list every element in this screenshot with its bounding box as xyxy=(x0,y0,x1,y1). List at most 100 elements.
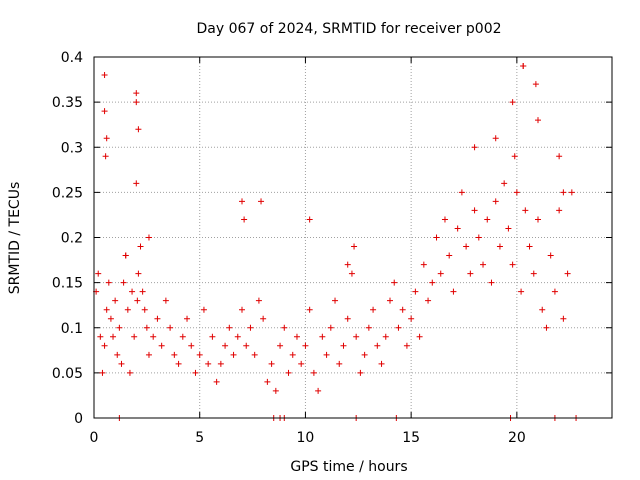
data-point xyxy=(222,342,229,349)
data-point xyxy=(107,315,114,322)
data-point xyxy=(103,306,110,313)
data-point xyxy=(101,342,108,349)
x-axis-label: GPS time / hours xyxy=(290,459,407,475)
data-point xyxy=(97,333,104,340)
data-point xyxy=(171,351,178,358)
data-point xyxy=(200,306,207,313)
data-point xyxy=(145,234,152,241)
data-point xyxy=(150,333,157,340)
data-point xyxy=(532,81,539,88)
data-point xyxy=(116,324,123,331)
data-point xyxy=(102,153,109,160)
data-point xyxy=(340,342,347,349)
y-tick-label: 0.05 xyxy=(52,366,83,382)
data-points xyxy=(93,63,580,421)
data-point xyxy=(351,243,358,250)
data-point xyxy=(101,108,108,115)
data-point xyxy=(467,270,474,277)
data-point xyxy=(226,324,233,331)
data-point xyxy=(511,153,518,160)
data-point xyxy=(251,351,258,358)
data-point xyxy=(154,315,161,322)
data-point xyxy=(344,315,351,322)
data-point xyxy=(114,351,121,358)
y-tick-label: 0 xyxy=(74,411,83,427)
data-point xyxy=(122,252,129,259)
data-point xyxy=(475,234,482,241)
data-point xyxy=(509,99,516,106)
data-point xyxy=(547,252,554,259)
data-point xyxy=(492,198,499,205)
data-point xyxy=(315,387,322,394)
data-point xyxy=(399,306,406,313)
data-point xyxy=(158,342,165,349)
data-point xyxy=(471,144,478,151)
data-point xyxy=(162,297,169,304)
x-tick-label: 20 xyxy=(508,430,526,446)
data-point xyxy=(260,315,267,322)
data-point xyxy=(241,216,248,223)
data-point xyxy=(143,324,150,331)
data-point xyxy=(441,216,448,223)
data-point xyxy=(429,279,436,286)
data-point xyxy=(131,333,138,340)
data-point xyxy=(454,225,461,232)
data-point xyxy=(416,333,423,340)
data-point xyxy=(543,324,550,331)
data-point xyxy=(120,279,127,286)
data-point xyxy=(391,279,398,286)
chart-title: Day 067 of 2024, SRMTID for receiver p00… xyxy=(196,21,501,37)
data-point xyxy=(145,351,152,358)
x-tick-label: 15 xyxy=(402,430,420,446)
data-point xyxy=(213,378,220,385)
data-point xyxy=(133,180,140,187)
data-point xyxy=(289,351,296,358)
data-point xyxy=(522,207,529,214)
y-tick-label: 0.2 xyxy=(61,231,83,247)
data-point xyxy=(526,243,533,250)
data-point xyxy=(535,117,541,124)
data-point xyxy=(134,297,141,304)
data-point xyxy=(446,252,453,259)
data-point xyxy=(192,369,199,376)
data-point xyxy=(184,315,191,322)
data-point xyxy=(433,234,440,241)
data-point xyxy=(126,369,133,376)
data-point xyxy=(387,297,393,304)
data-point xyxy=(374,342,381,349)
data-point xyxy=(99,369,106,376)
data-point xyxy=(247,324,254,331)
data-point xyxy=(568,189,575,196)
data-point xyxy=(141,306,148,313)
data-point xyxy=(101,72,108,79)
data-point xyxy=(264,378,271,385)
data-point xyxy=(564,270,571,277)
data-point xyxy=(450,288,457,295)
data-point xyxy=(167,324,174,331)
data-point xyxy=(285,369,292,376)
data-point xyxy=(105,279,112,286)
y-tick-label: 0.1 xyxy=(61,321,83,337)
data-point xyxy=(302,342,309,349)
data-point xyxy=(129,288,136,295)
data-point xyxy=(378,360,385,367)
data-point xyxy=(239,306,245,313)
data-point xyxy=(505,225,512,232)
data-point xyxy=(412,288,419,295)
data-point xyxy=(118,360,125,367)
data-point xyxy=(403,342,410,349)
data-point xyxy=(463,243,470,250)
data-point xyxy=(179,333,186,340)
data-point xyxy=(560,315,567,322)
data-point xyxy=(196,351,203,358)
data-point xyxy=(365,324,372,331)
data-point xyxy=(281,324,288,331)
data-point xyxy=(501,180,508,187)
data-point xyxy=(310,369,317,376)
data-point xyxy=(110,333,117,340)
data-point xyxy=(353,333,360,340)
data-point xyxy=(357,369,364,376)
data-point xyxy=(175,360,182,367)
data-point xyxy=(112,297,119,304)
